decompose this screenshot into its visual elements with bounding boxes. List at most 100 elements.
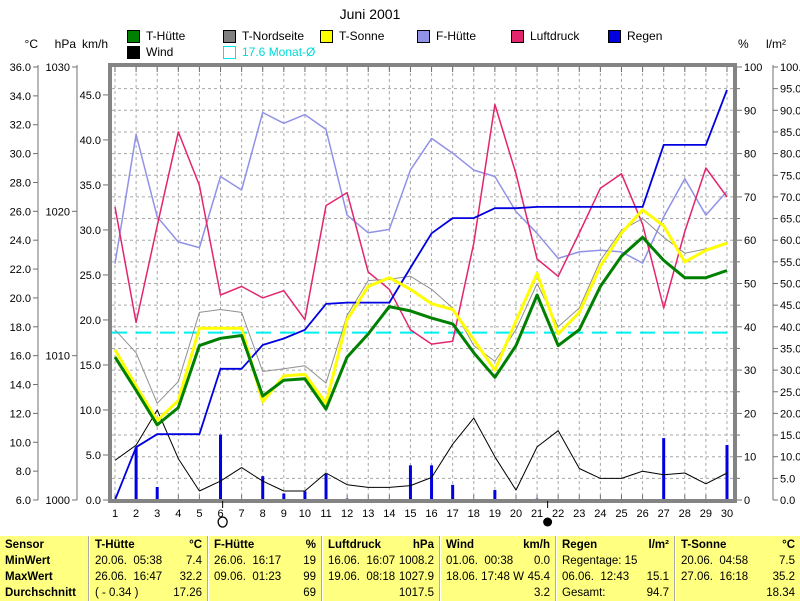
svg-text:40.0: 40.0 — [80, 135, 101, 147]
legend-item-wind: Wind — [127, 45, 173, 59]
svg-text:20.0: 20.0 — [80, 315, 101, 327]
stats-table: Sensor MinWert MaxWert Durchschnitt T-Hü… — [0, 536, 800, 601]
legend-label: T-Sonne — [339, 29, 385, 43]
chart-svg: 6.08.010.012.014.016.018.020.022.024.026… — [10, 62, 800, 528]
stats-row-header-max: MaxWert — [5, 571, 53, 583]
stats-group-regen: Regen l/m² Regentage: 15 06.06. 12:43 15.1… — [555, 536, 674, 601]
sensor-unit: l/m² — [648, 539, 669, 551]
series-luftdruck — [114, 103, 728, 345]
svg-text:1010: 1010 — [46, 351, 70, 363]
axis-header-hpa: hPa — [54, 37, 76, 51]
axis-pressure: 1000 1010 1020 1030 — [46, 62, 78, 507]
sensor-name: T-Hütte — [95, 539, 135, 551]
legend-label: Luftdruck — [530, 29, 580, 43]
svg-text:24.0: 24.0 — [10, 235, 31, 247]
avg-value: 18.34 — [766, 587, 795, 599]
svg-text:22: 22 — [552, 508, 564, 520]
legend-label: Wind — [146, 45, 174, 59]
svg-text:15.0: 15.0 — [780, 430, 800, 442]
legend-swatch-17-6-monat-o — [223, 45, 236, 59]
max-value: 15.1 — [646, 571, 669, 583]
legend-item-17-6-monat-o: 17.6 Monat-Ø — [223, 45, 315, 59]
max-date: 09.06. 01:23 — [214, 571, 282, 583]
svg-text:60.0: 60.0 — [780, 235, 800, 247]
svg-text:29: 29 — [700, 508, 712, 520]
max-value: 45.4 — [527, 571, 550, 583]
svg-text:35.0: 35.0 — [80, 180, 101, 192]
legend-label: Regen — [627, 29, 663, 43]
min-value: 0.0 — [534, 555, 550, 567]
legend-item-t-hutte: T-Hütte — [127, 29, 185, 43]
series-wind — [114, 409, 728, 492]
min-date: Regentage: 15 — [562, 555, 638, 567]
stats-group-t-sonne: T-Sonne °C 20.06. 04:58 7.5 27.06. 16:18 35… — [674, 536, 800, 601]
legend-item-luftdruck: Luftdruck — [511, 29, 579, 43]
svg-text:10.0: 10.0 — [80, 405, 101, 417]
max-date: 27.06. 16:18 — [681, 571, 749, 583]
min-value: 7.4 — [186, 555, 202, 567]
svg-text:6: 6 — [217, 508, 223, 520]
svg-text:12.0: 12.0 — [10, 408, 31, 420]
gridlines — [112, 67, 733, 499]
svg-text:45.0: 45.0 — [780, 300, 800, 312]
svg-text:30: 30 — [744, 365, 756, 377]
stats-row-header-avg: Durchschnitt — [5, 587, 76, 599]
svg-text:60: 60 — [744, 235, 756, 247]
svg-text:40: 40 — [744, 322, 756, 334]
new-moon-icon — [543, 517, 553, 527]
svg-text:1000: 1000 — [46, 495, 70, 507]
plot-frame — [108, 63, 737, 503]
svg-text:7: 7 — [239, 508, 245, 520]
svg-text:15: 15 — [404, 508, 416, 520]
stats-group-f-huette: F-Hütte% 26.06. 16:17 19 09.06. 01:23 99 6… — [207, 536, 321, 601]
svg-text:5: 5 — [196, 508, 202, 520]
svg-text:25.0: 25.0 — [780, 387, 800, 399]
svg-text:11: 11 — [320, 508, 331, 520]
svg-text:50.0: 50.0 — [780, 279, 800, 291]
svg-text:5.0: 5.0 — [780, 473, 795, 485]
stats-row-header-min: MinWert — [5, 555, 51, 567]
legend-item-f-hutte: F-Hütte — [417, 29, 476, 43]
legend-label: T-Nordseite — [242, 29, 305, 43]
max-date: 18.06. 17:48 W — [446, 571, 524, 583]
legend-item-t-sonne: T-Sonne — [320, 29, 384, 43]
svg-text:28.0: 28.0 — [10, 177, 31, 189]
legend-item-regen: Regen — [608, 29, 662, 43]
svg-text:30.0: 30.0 — [10, 149, 31, 161]
x-axis-labels: 1 2 3 4 5 6 7 8 9 10 11 12 13 14 15 16 17 18 19 20 21 22 23 24 2… — [112, 508, 733, 520]
legend-label: 17.6 Monat-Ø — [242, 45, 316, 59]
svg-text:23: 23 — [573, 508, 585, 520]
sensor-unit: °C — [189, 539, 202, 551]
legend-item-t-nordseite: T-Nordseite — [223, 29, 304, 43]
svg-text:16: 16 — [425, 508, 437, 520]
svg-text:0.0: 0.0 — [780, 495, 795, 507]
sensor-name: Regen — [562, 539, 598, 551]
svg-text:70: 70 — [744, 192, 756, 204]
svg-text:28: 28 — [679, 508, 691, 520]
axis-rain: 0.0 5.0 10.0 15.0 20.0 25.0 30.0 35.0 40.0 45.0 50… — [772, 62, 800, 507]
legend-swatch-luftdruck — [511, 29, 524, 43]
avg-note: Gesamt: — [562, 587, 606, 599]
stats-group-t-huette: T-Hütte °C 20.06. 05:38 7.4 26.06. 16:47 32… — [88, 536, 207, 601]
min-date: 26.06. 16:17 — [214, 555, 282, 567]
svg-text:14: 14 — [383, 508, 395, 520]
axis-temp: 6.0 8.0 10.0 12.0 14.0 16.0 18.0 20.0 22.0 24.0 26… — [10, 62, 39, 507]
rain-bars — [134, 434, 729, 500]
min-value: 19 — [303, 555, 316, 567]
svg-text:32.0: 32.0 — [10, 120, 31, 132]
svg-text:10: 10 — [299, 508, 311, 520]
svg-text:90: 90 — [744, 105, 756, 117]
svg-text:10: 10 — [744, 452, 756, 464]
chart-title: Juni 2001 — [339, 6, 401, 22]
svg-text:8.0: 8.0 — [16, 466, 31, 478]
sensor-name: Wind — [446, 539, 474, 551]
svg-text:10.0: 10.0 — [780, 452, 800, 464]
svg-text:19: 19 — [489, 508, 501, 520]
svg-text:40.0: 40.0 — [780, 322, 800, 334]
svg-text:100.0: 100.0 — [780, 62, 800, 74]
svg-text:35.0: 35.0 — [780, 343, 800, 355]
svg-text:16.0: 16.0 — [10, 351, 31, 363]
svg-text:17: 17 — [447, 508, 459, 520]
svg-text:1: 1 — [112, 508, 118, 520]
avg-value: 69 — [303, 587, 316, 599]
